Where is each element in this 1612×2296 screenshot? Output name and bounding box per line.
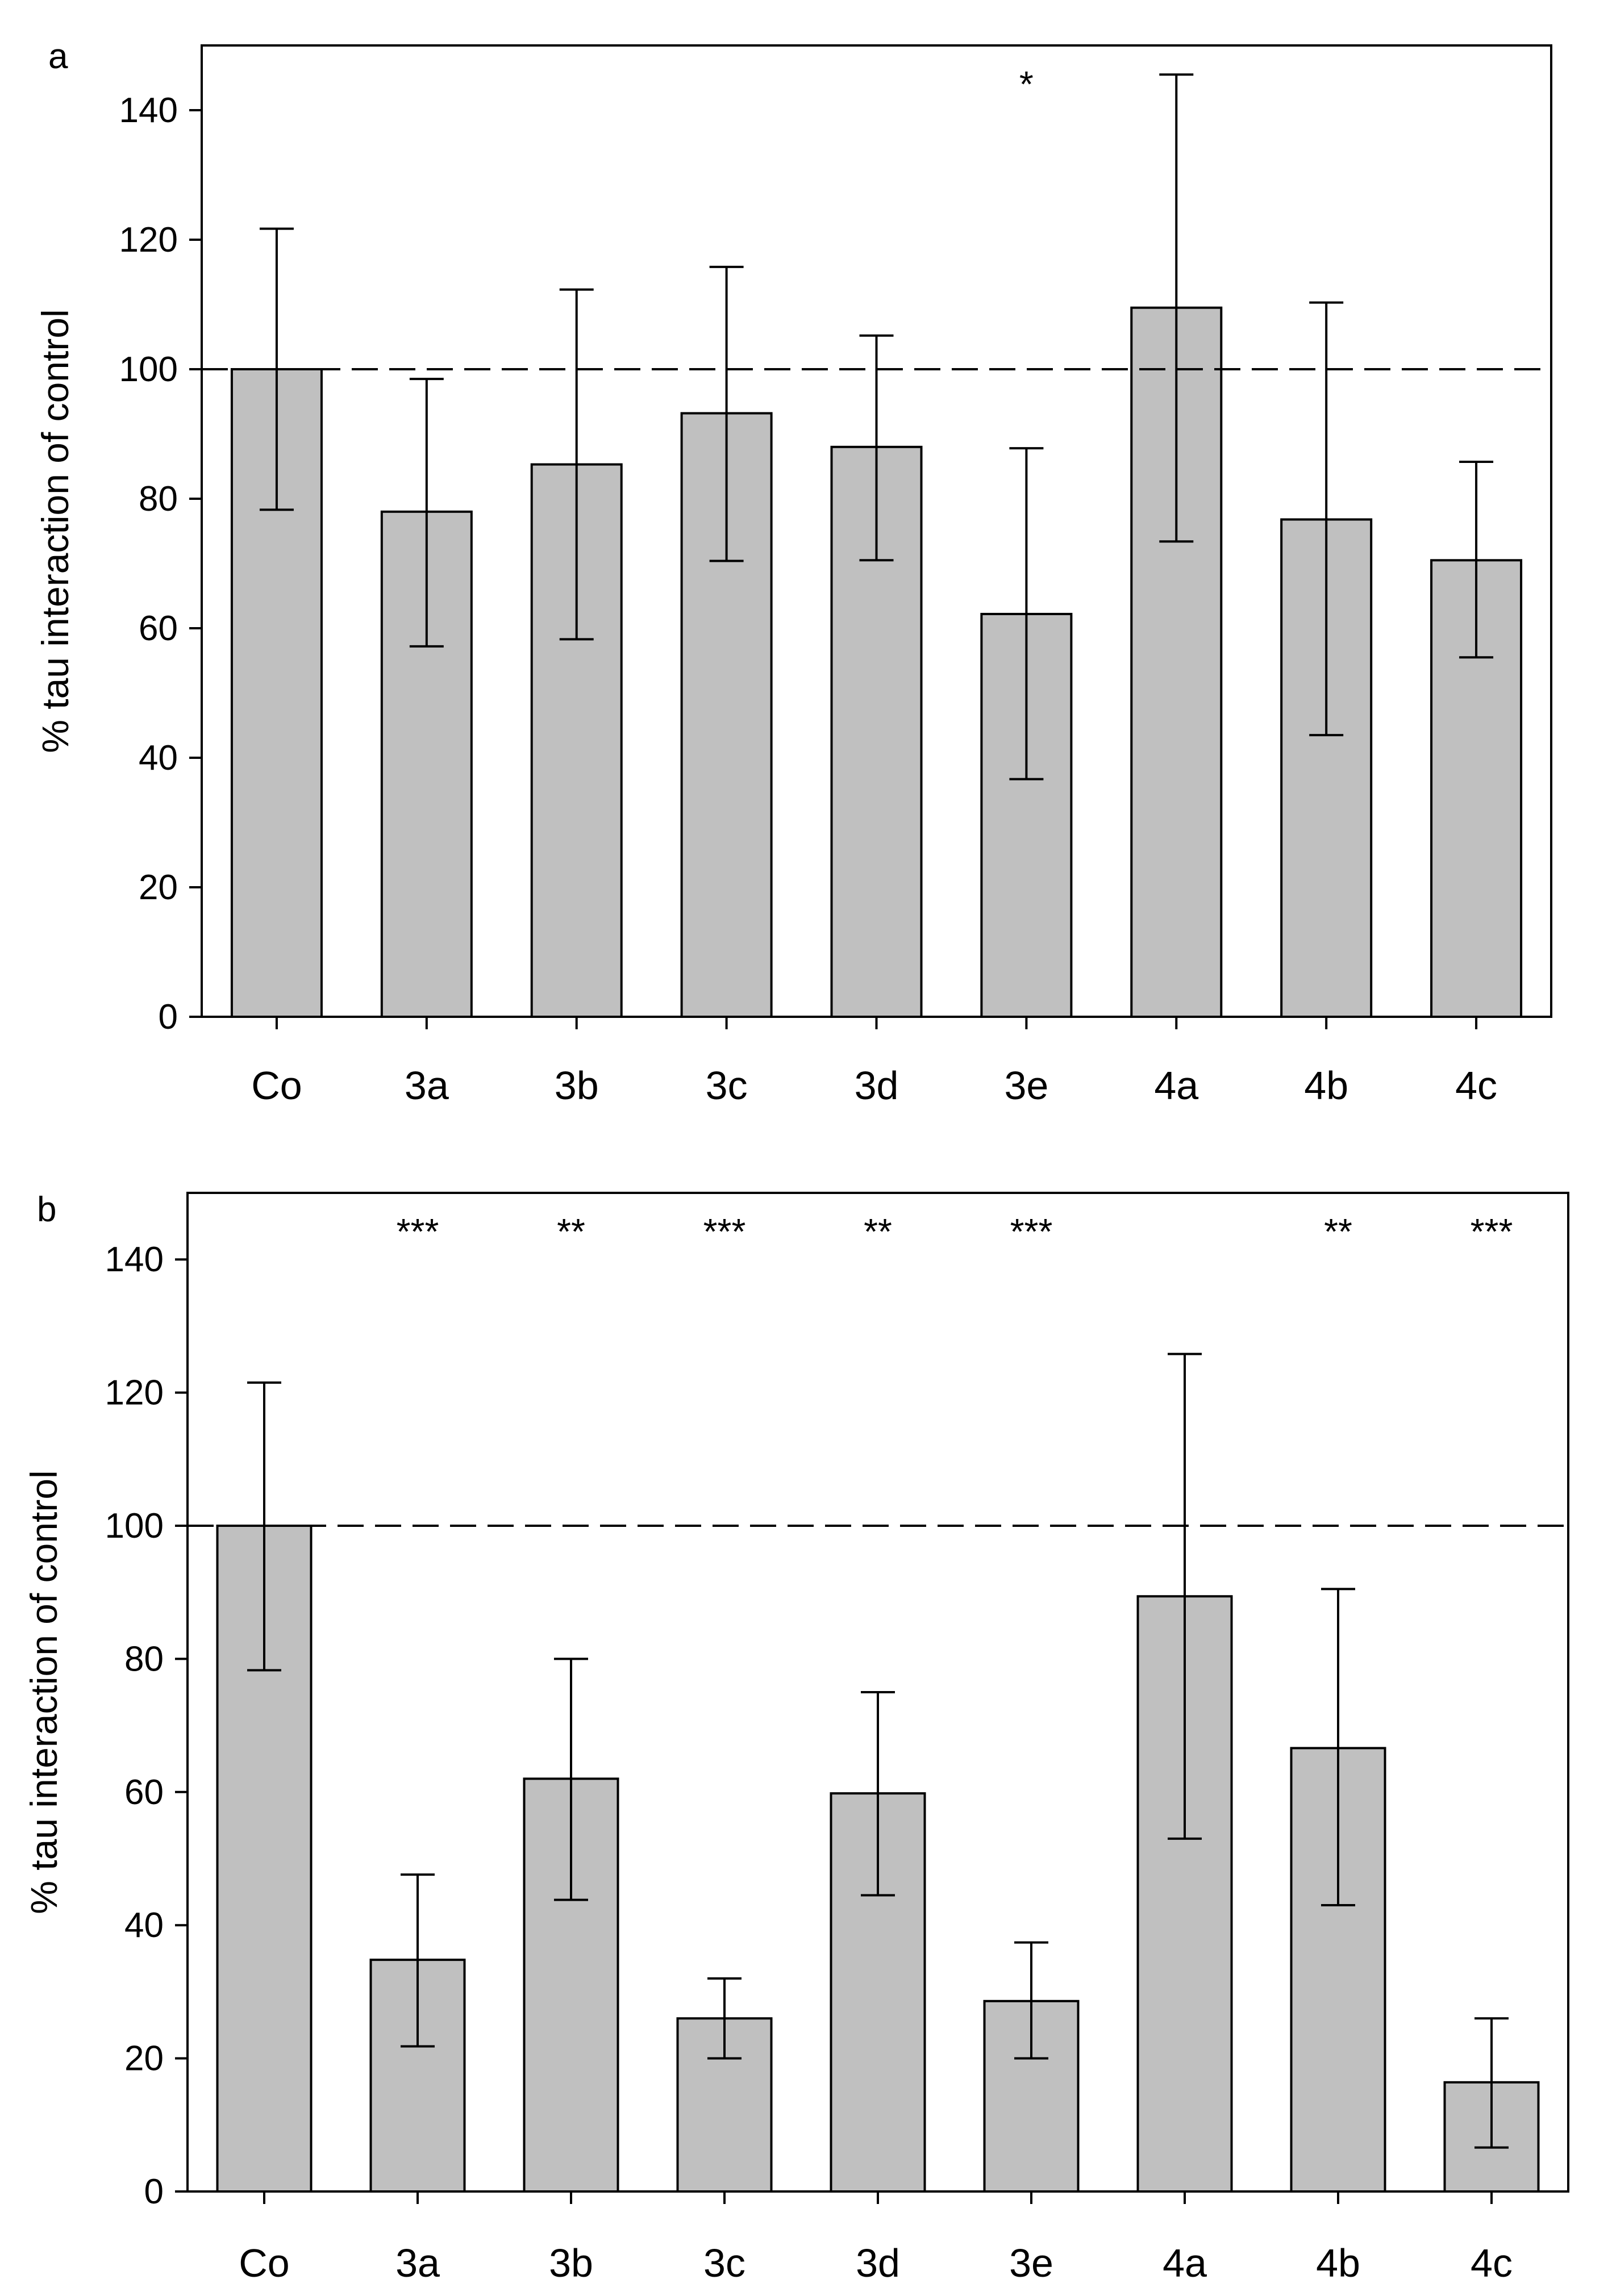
x-tick-label-4a: 4a [1163,2241,1207,2285]
bar-Co [216,1525,313,2193]
significance-3c: *** [703,1211,746,1252]
x-tick-label-3c: 3c [706,1063,748,1108]
significance-3d: ** [864,1211,892,1252]
error-bar-4a [1168,1352,1202,1840]
error-bar-3b [554,1658,588,1901]
error-bar-Co [247,1381,281,1672]
panel-b: b % tau interaction of control 0 20 40 60 80… [23,1190,1569,2285]
error-bar-3c [709,265,744,562]
error-bar-3d [861,1691,895,1897]
error-bar-3a [409,378,444,648]
error-bar-4c [1474,2017,1509,2149]
x-tick-label-4c: 4c [1455,1063,1497,1108]
y-tick-label: 140 [105,1240,164,1279]
error-bar-3a [401,1873,435,2048]
y-tick-label: 40 [124,1906,164,1945]
panel-a-y-axis-title: % tau interaction of control [34,309,76,753]
error-bar-4b [1321,1588,1355,1907]
error-bar-3e [1009,447,1044,780]
significance-4c: *** [1471,1211,1513,1252]
y-tick-label: 100 [119,350,178,389]
y-tick-label: 120 [119,220,178,260]
y-tick-label: 20 [139,868,178,907]
x-tick-label-3a: 3a [405,1063,449,1108]
error-bar-3c [707,1977,742,2060]
panel-b-label: b [37,1190,56,1229]
error-bar-3e [1014,1941,1048,2060]
error-bar-3b [559,288,594,641]
y-tick-label: 20 [124,2039,164,2078]
x-tick-label-3b: 3b [555,1063,599,1108]
y-tick-label: 0 [144,2172,164,2211]
y-tick-label: 100 [105,1506,164,1546]
x-tick-label-4c: 4c [1471,2241,1513,2285]
x-tick-label-4b: 4b [1316,2241,1360,2285]
x-tick-label-4b: 4b [1304,1063,1348,1108]
y-tick-label: 80 [124,1639,164,1679]
y-tick-label: 40 [139,738,178,778]
y-tick-label: 140 [119,91,178,130]
y-tick-label: 60 [124,1773,164,1812]
x-tick-label-3e: 3e [1009,2241,1053,2285]
error-bar-4a [1159,73,1194,543]
panel-a-label: a [48,37,68,76]
error-bar-4c [1459,461,1494,659]
x-tick-label-Co: Co [239,2241,289,2285]
x-tick-label-Co: Co [251,1063,302,1108]
x-tick-label-3e: 3e [1004,1063,1048,1108]
error-bar-Co [259,227,294,511]
x-tick-label-3d: 3d [855,1063,899,1108]
x-tick-label-3b: 3b [549,2241,593,2285]
significance-3e: * [1019,64,1034,105]
y-tick-label: 120 [105,1374,164,1413]
x-tick-label-4a: 4a [1154,1063,1198,1108]
y-tick-label: 80 [139,479,178,519]
x-tick-label-3d: 3d [856,2241,900,2285]
significance-3e: *** [1010,1211,1053,1252]
significance-3a: *** [397,1211,439,1252]
x-tick-label-3a: 3a [395,2241,440,2285]
panel-a: a % tau interaction of control 0 20 40 60 80… [34,37,1552,1108]
significance-3b: ** [557,1211,585,1252]
significance-4b: ** [1324,1211,1352,1252]
x-tick-label-3c: 3c [703,2241,745,2285]
y-tick-label: 0 [159,997,178,1037]
error-bar-3d [859,334,894,562]
panel-b-y-axis-title: % tau interaction of control [23,1470,65,1914]
error-bar-4b [1309,301,1344,737]
y-tick-label: 60 [139,609,178,648]
